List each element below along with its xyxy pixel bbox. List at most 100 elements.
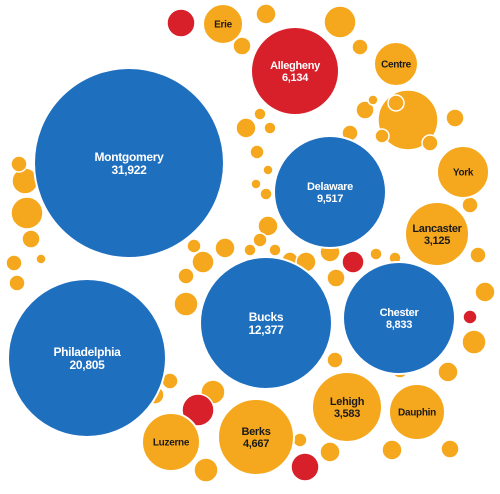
- small-bubble: [326, 268, 346, 288]
- small-bubble: [257, 215, 279, 237]
- bubble-erie: Erie: [202, 3, 244, 45]
- small-bubble: [181, 393, 215, 427]
- bubble-circle-york: [436, 145, 490, 199]
- small-bubble: [166, 8, 196, 38]
- small-bubble: [250, 178, 262, 190]
- small-bubble: [191, 250, 215, 274]
- small-bubble: [292, 432, 308, 448]
- small-bubble: [421, 134, 439, 152]
- bubble-circle-luzerne: [141, 412, 201, 472]
- small-bubble: [173, 291, 199, 317]
- small-bubble: [437, 361, 459, 383]
- small-bubble: [249, 144, 265, 160]
- bubble-value-chester: 8,833: [386, 319, 412, 331]
- small-bubble: [186, 238, 202, 254]
- small-bubble: [10, 196, 44, 230]
- bubble-circle-bucks: [199, 256, 333, 390]
- bubble-label-luzerne: Luzerne: [153, 438, 190, 449]
- bubble-luzerne: Luzerne: [141, 412, 201, 472]
- small-bubble: [474, 281, 496, 303]
- bubble-label-chester: Chester: [380, 307, 420, 319]
- bubble-circle-lancaster: [404, 201, 470, 267]
- small-bubble: [469, 246, 487, 264]
- small-bubble: [341, 250, 365, 274]
- bubble-label-philadelphia: Philadelphia: [53, 345, 121, 359]
- bubble-value-berks: 4,667: [243, 438, 269, 450]
- small-bubble: [351, 38, 369, 56]
- bubble-centre: Centre: [373, 41, 419, 87]
- labeled-bubbles-layer: Montgomery31,922Philadelphia20,805Bucks1…: [7, 3, 490, 476]
- bubble-circle-lehigh: [311, 371, 383, 443]
- bubble-value-montgomery: 31,922: [112, 163, 148, 177]
- small-bubble: [243, 243, 257, 257]
- bubble-circle-erie: [202, 3, 244, 45]
- bubble-label-lancaster: Lancaster: [412, 223, 462, 235]
- small-bubble: [461, 329, 487, 355]
- bubble-label-dauphin: Dauphin: [398, 408, 436, 419]
- small-bubble: [10, 155, 28, 173]
- small-bubble: [374, 128, 390, 144]
- small-bubble: [367, 94, 379, 106]
- bubble-circle-dauphin: [388, 383, 446, 441]
- bubble-label-erie: Erie: [214, 20, 232, 31]
- small-bubble: [253, 107, 267, 121]
- bubble-value-lehigh: 3,583: [334, 408, 360, 420]
- bubble-dauphin: Dauphin: [388, 383, 446, 441]
- bubble-value-allegheny: 6,134: [282, 72, 309, 84]
- small-bubble: [355, 100, 375, 120]
- small-bubble: [462, 309, 478, 325]
- bubble-circle-berks: [217, 398, 295, 476]
- small-bubble: [177, 267, 195, 285]
- bubble-york: York: [436, 145, 490, 199]
- small-bubble: [252, 232, 268, 248]
- small-bubble: [268, 243, 282, 257]
- bubble-label-bucks: Bucks: [249, 310, 284, 324]
- bubble-circle-allegheny: [250, 26, 340, 116]
- bubble-label-lehigh: Lehigh: [330, 396, 365, 408]
- small-bubble: [259, 187, 273, 201]
- small-bubble: [193, 457, 219, 483]
- small-bubble: [255, 3, 277, 25]
- bubble-circle-centre: [373, 41, 419, 87]
- bubble-label-delaware: Delaware: [307, 181, 353, 193]
- bubble-label-allegheny: Allegheny: [270, 60, 321, 72]
- bubble-value-delaware: 9,517: [317, 193, 343, 205]
- small-bubble: [263, 121, 277, 135]
- bubble-value-philadelphia: 20,805: [70, 358, 106, 372]
- small-bubble: [8, 274, 26, 292]
- small-bubble: [387, 94, 405, 112]
- bubble-label-centre: Centre: [381, 60, 412, 71]
- small-bubble: [290, 452, 320, 482]
- bubble-label-montgomery: Montgomery: [94, 150, 164, 164]
- small-bubble: [262, 164, 274, 176]
- small-bubble: [232, 36, 252, 56]
- bubble-value-bucks: 12,377: [249, 323, 285, 337]
- small-bubble: [461, 196, 479, 214]
- bubble-circle-delaware: [273, 135, 387, 249]
- small-bubble: [326, 351, 344, 369]
- bubble-circle-chester: [342, 261, 456, 375]
- small-bubble: [381, 439, 403, 461]
- small-bubble: [440, 439, 460, 459]
- small-bubble: [369, 247, 383, 261]
- small-bubbles-layer: [5, 3, 496, 483]
- small-bubble: [35, 253, 47, 265]
- bubble-label-berks: Berks: [241, 426, 270, 438]
- small-bubble: [21, 229, 41, 249]
- bubble-value-lancaster: 3,125: [424, 235, 450, 247]
- small-bubble: [235, 117, 257, 139]
- small-bubble: [323, 5, 357, 39]
- bubble-circle-philadelphia: [7, 278, 167, 438]
- small-bubble: [5, 254, 23, 272]
- small-bubble: [214, 237, 236, 259]
- small-bubble: [445, 108, 465, 128]
